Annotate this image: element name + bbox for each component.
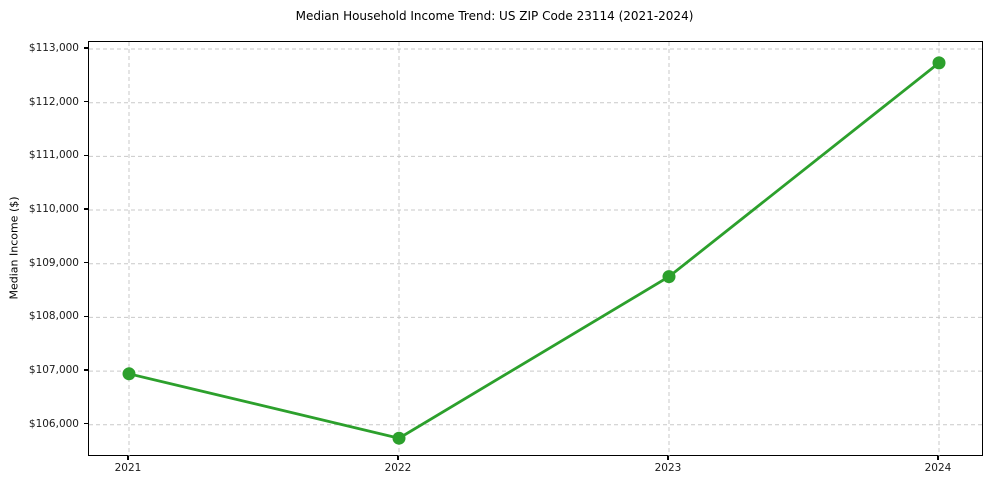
x-tick-mark (127, 456, 129, 460)
y-tick-mark (84, 208, 88, 210)
x-tick-mark (667, 456, 669, 460)
data-point-2022 (392, 431, 406, 445)
data-point-2024 (932, 56, 946, 70)
x-tick-mark (397, 456, 399, 460)
x-tick-label: 2024 (924, 462, 952, 474)
trend-line (127, 61, 941, 440)
y-tick-mark (84, 369, 88, 371)
plot-area (88, 41, 984, 457)
line-plot (89, 42, 984, 457)
data-point-2021 (122, 367, 136, 381)
y-tick-label: $112,000 (28, 95, 79, 108)
y-tick-mark (84, 315, 88, 318)
y-tick-label: $113,000 (28, 41, 79, 54)
y-tick-label: $106,000 (28, 417, 79, 430)
y-tick-label: $108,000 (28, 310, 79, 323)
y-tick-label: $107,000 (28, 364, 79, 377)
chart-title: Median Household Income Trend: US ZIP Co… (295, 9, 694, 23)
x-tick-label: 2021 (114, 462, 142, 474)
y-tick-label: $111,000 (28, 149, 79, 162)
y-tick-mark (84, 101, 88, 103)
y-tick-mark (84, 423, 88, 425)
y-tick-mark (84, 47, 88, 49)
data-point-2023 (662, 270, 676, 284)
x-tick-label: 2022 (384, 462, 412, 474)
y-tick-mark (84, 262, 88, 264)
x-tick-mark (937, 456, 939, 460)
y-tick-mark (84, 154, 88, 156)
x-tick-label: 2023 (654, 462, 682, 474)
y-tick-label: $109,000 (28, 256, 79, 269)
y-tick-label: $110,000 (28, 203, 79, 216)
